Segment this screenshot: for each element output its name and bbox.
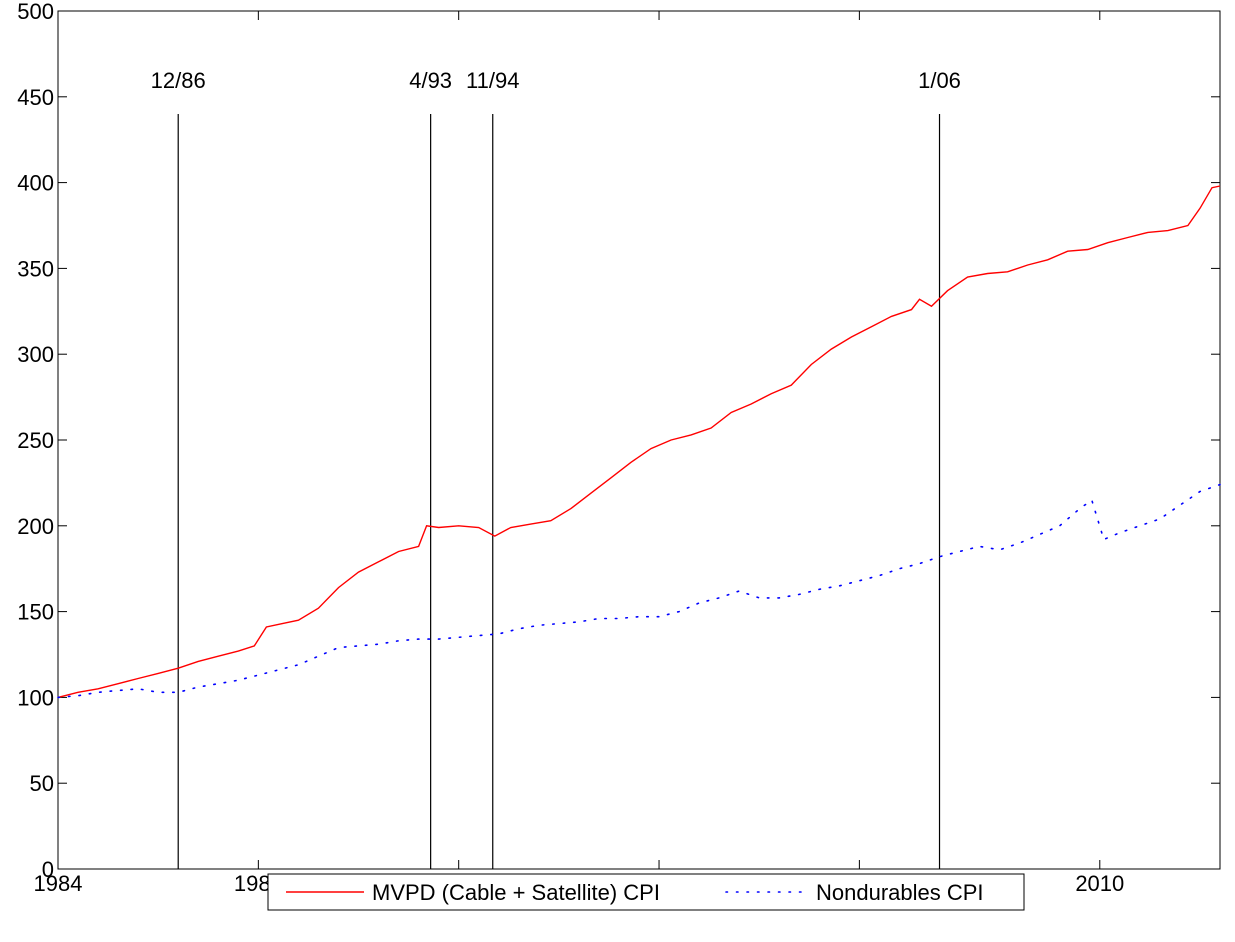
y-tick-label: 50 [30, 771, 54, 796]
vertical-marker-label: 12/86 [151, 68, 206, 93]
legend: MVPD (Cable + Satellite) CPI Nondurables … [267, 873, 1025, 911]
x-tick-label: 2010 [1075, 871, 1124, 896]
y-tick-label: 350 [17, 256, 54, 281]
series-group [57, 185, 1221, 699]
series-line-0 [57, 185, 1221, 699]
plot-frame [57, 10, 1221, 870]
y-tick-label: 0 [42, 857, 54, 882]
y-tick-label: 300 [17, 342, 54, 367]
y-tick-label: 250 [17, 428, 54, 453]
x-tick-label: 1984 [34, 871, 83, 896]
y-tick-label: 500 [17, 0, 54, 24]
legend-box [267, 873, 1025, 911]
vertical-marker-label: 1/06 [918, 68, 961, 93]
axes: 0501001502002503003504004505001984198919… [17, 0, 1221, 896]
y-tick-label: 150 [17, 600, 54, 625]
vertical-marker-label: 11/94 [466, 68, 519, 93]
y-tick-label: 200 [17, 514, 54, 539]
y-tick-label: 100 [17, 685, 54, 710]
vertical-marker-label: 4/93 [409, 68, 452, 93]
legend-label-0: MVPD (Cable + Satellite) CPI [372, 880, 660, 905]
series-line-1 [57, 483, 1221, 699]
vertical-markers: 12/86 4/93 11/94 1/06 [151, 68, 961, 869]
y-tick-label: 450 [17, 85, 54, 110]
legend-label-1: Nondurables CPI [816, 880, 984, 905]
y-tick-label: 400 [17, 171, 54, 196]
